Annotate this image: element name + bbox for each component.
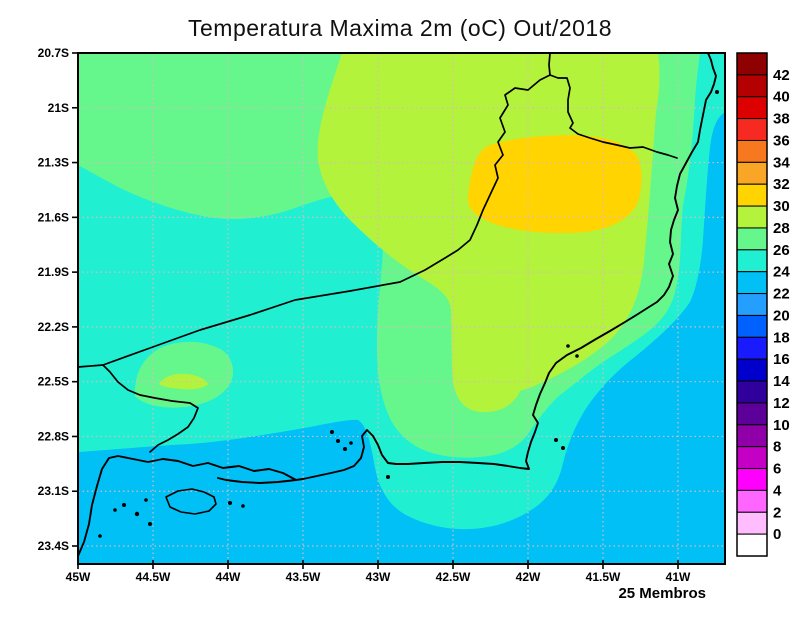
colorbar-tick-label: 30: [773, 198, 790, 215]
colorbar-tick-label: 2: [773, 504, 781, 521]
y-axis-label: 22.8S: [38, 429, 69, 443]
y-axis-label: 22.5S: [38, 375, 69, 389]
x-axis-label: 41.5W: [586, 570, 621, 584]
colorbar-tick-label: 0: [773, 526, 781, 543]
marambaia-spit: [217, 477, 297, 484]
contour-field: [78, 53, 725, 564]
colorbar-cell: [736, 118, 768, 141]
x-axis-label: 44W: [216, 570, 241, 584]
colorbar-cell: [736, 424, 768, 448]
colorbar-cell: [736, 161, 768, 185]
band-22-24-ocean-region: [78, 112, 725, 564]
y-axis-label: 21S: [48, 101, 69, 115]
x-axis-label: 42W: [516, 570, 541, 584]
colorbar-tick-label: 24: [773, 264, 790, 281]
colorbar-tick-label: 20: [773, 307, 790, 324]
state-border-north: [78, 53, 551, 368]
colorbar-cell: [736, 293, 768, 316]
members-note: 25 Membros: [618, 585, 706, 602]
x-axis-label: 42.5W: [436, 570, 471, 584]
colorbar-tick-label: 12: [773, 395, 790, 412]
state-border-northeast: [549, 74, 678, 159]
colorbar-cell: [736, 511, 768, 535]
y-axis-label: 21.9S: [38, 265, 69, 279]
colorbar-cell: [736, 336, 768, 360]
ilha-grande-outline: [165, 488, 217, 515]
colorbar-cell: [736, 183, 768, 207]
x-axis-label: 44.5W: [136, 570, 171, 584]
colorbar-cell: [736, 489, 768, 513]
coastline: [78, 53, 717, 557]
y-axis-label: 21.3S: [38, 156, 69, 170]
colorbar-tick-label: 28: [773, 220, 790, 237]
colorbar-tick-label: 6: [773, 461, 781, 478]
map-outlines: [78, 53, 719, 557]
colorbar-tick-label: 4: [773, 482, 782, 499]
colorbar-tick-label: 10: [773, 417, 790, 434]
colorbar-cell: [736, 380, 768, 404]
x-axis-label: 45W: [66, 570, 91, 584]
colorbar-tick-label: 18: [773, 329, 790, 346]
colorbar-tick-label: 34: [773, 154, 790, 171]
chart-title: Temperatura Maxima 2m (oC) Out/2018: [188, 15, 612, 41]
colorbar-tick-label: 22: [773, 286, 790, 303]
colorbar-cell: [736, 271, 768, 295]
state-border-southwest: [102, 364, 199, 453]
y-axis-label: 20.7S: [38, 46, 69, 60]
y-axis-label: 21.6S: [38, 210, 69, 224]
colorbar-tick-label: 16: [773, 351, 790, 368]
colorbar-tick-label: 40: [773, 89, 790, 106]
colorbar-cell: [736, 205, 768, 229]
x-axis-label: 43W: [366, 570, 391, 584]
colorbar-cell: [736, 96, 768, 120]
axes: 45W 44.5W 44W 43.5W 43W 42.5W 42W 41.5W 41W 20.7S…: [38, 46, 691, 584]
colorbar-cell: [736, 533, 768, 557]
x-axis-label: 43.5W: [286, 570, 321, 584]
x-axis-label: 41W: [666, 570, 691, 584]
colorbar-cell: [736, 74, 768, 98]
colorbar-cell: [736, 52, 768, 76]
small-islands: [98, 90, 719, 538]
colorbar-cell: [736, 402, 768, 426]
band-30-32-warm-core: [467, 135, 642, 234]
colorbar-cell: [736, 468, 768, 491]
colorbar-tick-label: 42: [773, 67, 790, 84]
colorbar-tick-label: 36: [773, 132, 790, 149]
colorbar-tick-label: 8: [773, 439, 781, 456]
y-axis-label: 23.4S: [38, 539, 69, 553]
y-axis-label: 22.2S: [38, 320, 69, 334]
colorbar-tick-label: 38: [773, 111, 790, 128]
colorbar-tick-label: 26: [773, 242, 790, 259]
map-frame: [77, 52, 726, 565]
colorbar-cell: [736, 446, 768, 470]
colorbar-cell: [736, 358, 768, 382]
band-28-30-valley-sliver: [159, 373, 208, 390]
colorbar-cell: [736, 249, 768, 273]
y-axis-label: 23.1S: [38, 484, 69, 498]
colorbar-tick-label: 32: [773, 176, 790, 193]
colorbar-cell: [736, 139, 768, 163]
colorbar-tick-label: 14: [773, 373, 790, 390]
colorbar-cell: [736, 314, 768, 338]
colorbar-cell: [736, 227, 768, 251]
colorbar-border: [736, 52, 768, 557]
